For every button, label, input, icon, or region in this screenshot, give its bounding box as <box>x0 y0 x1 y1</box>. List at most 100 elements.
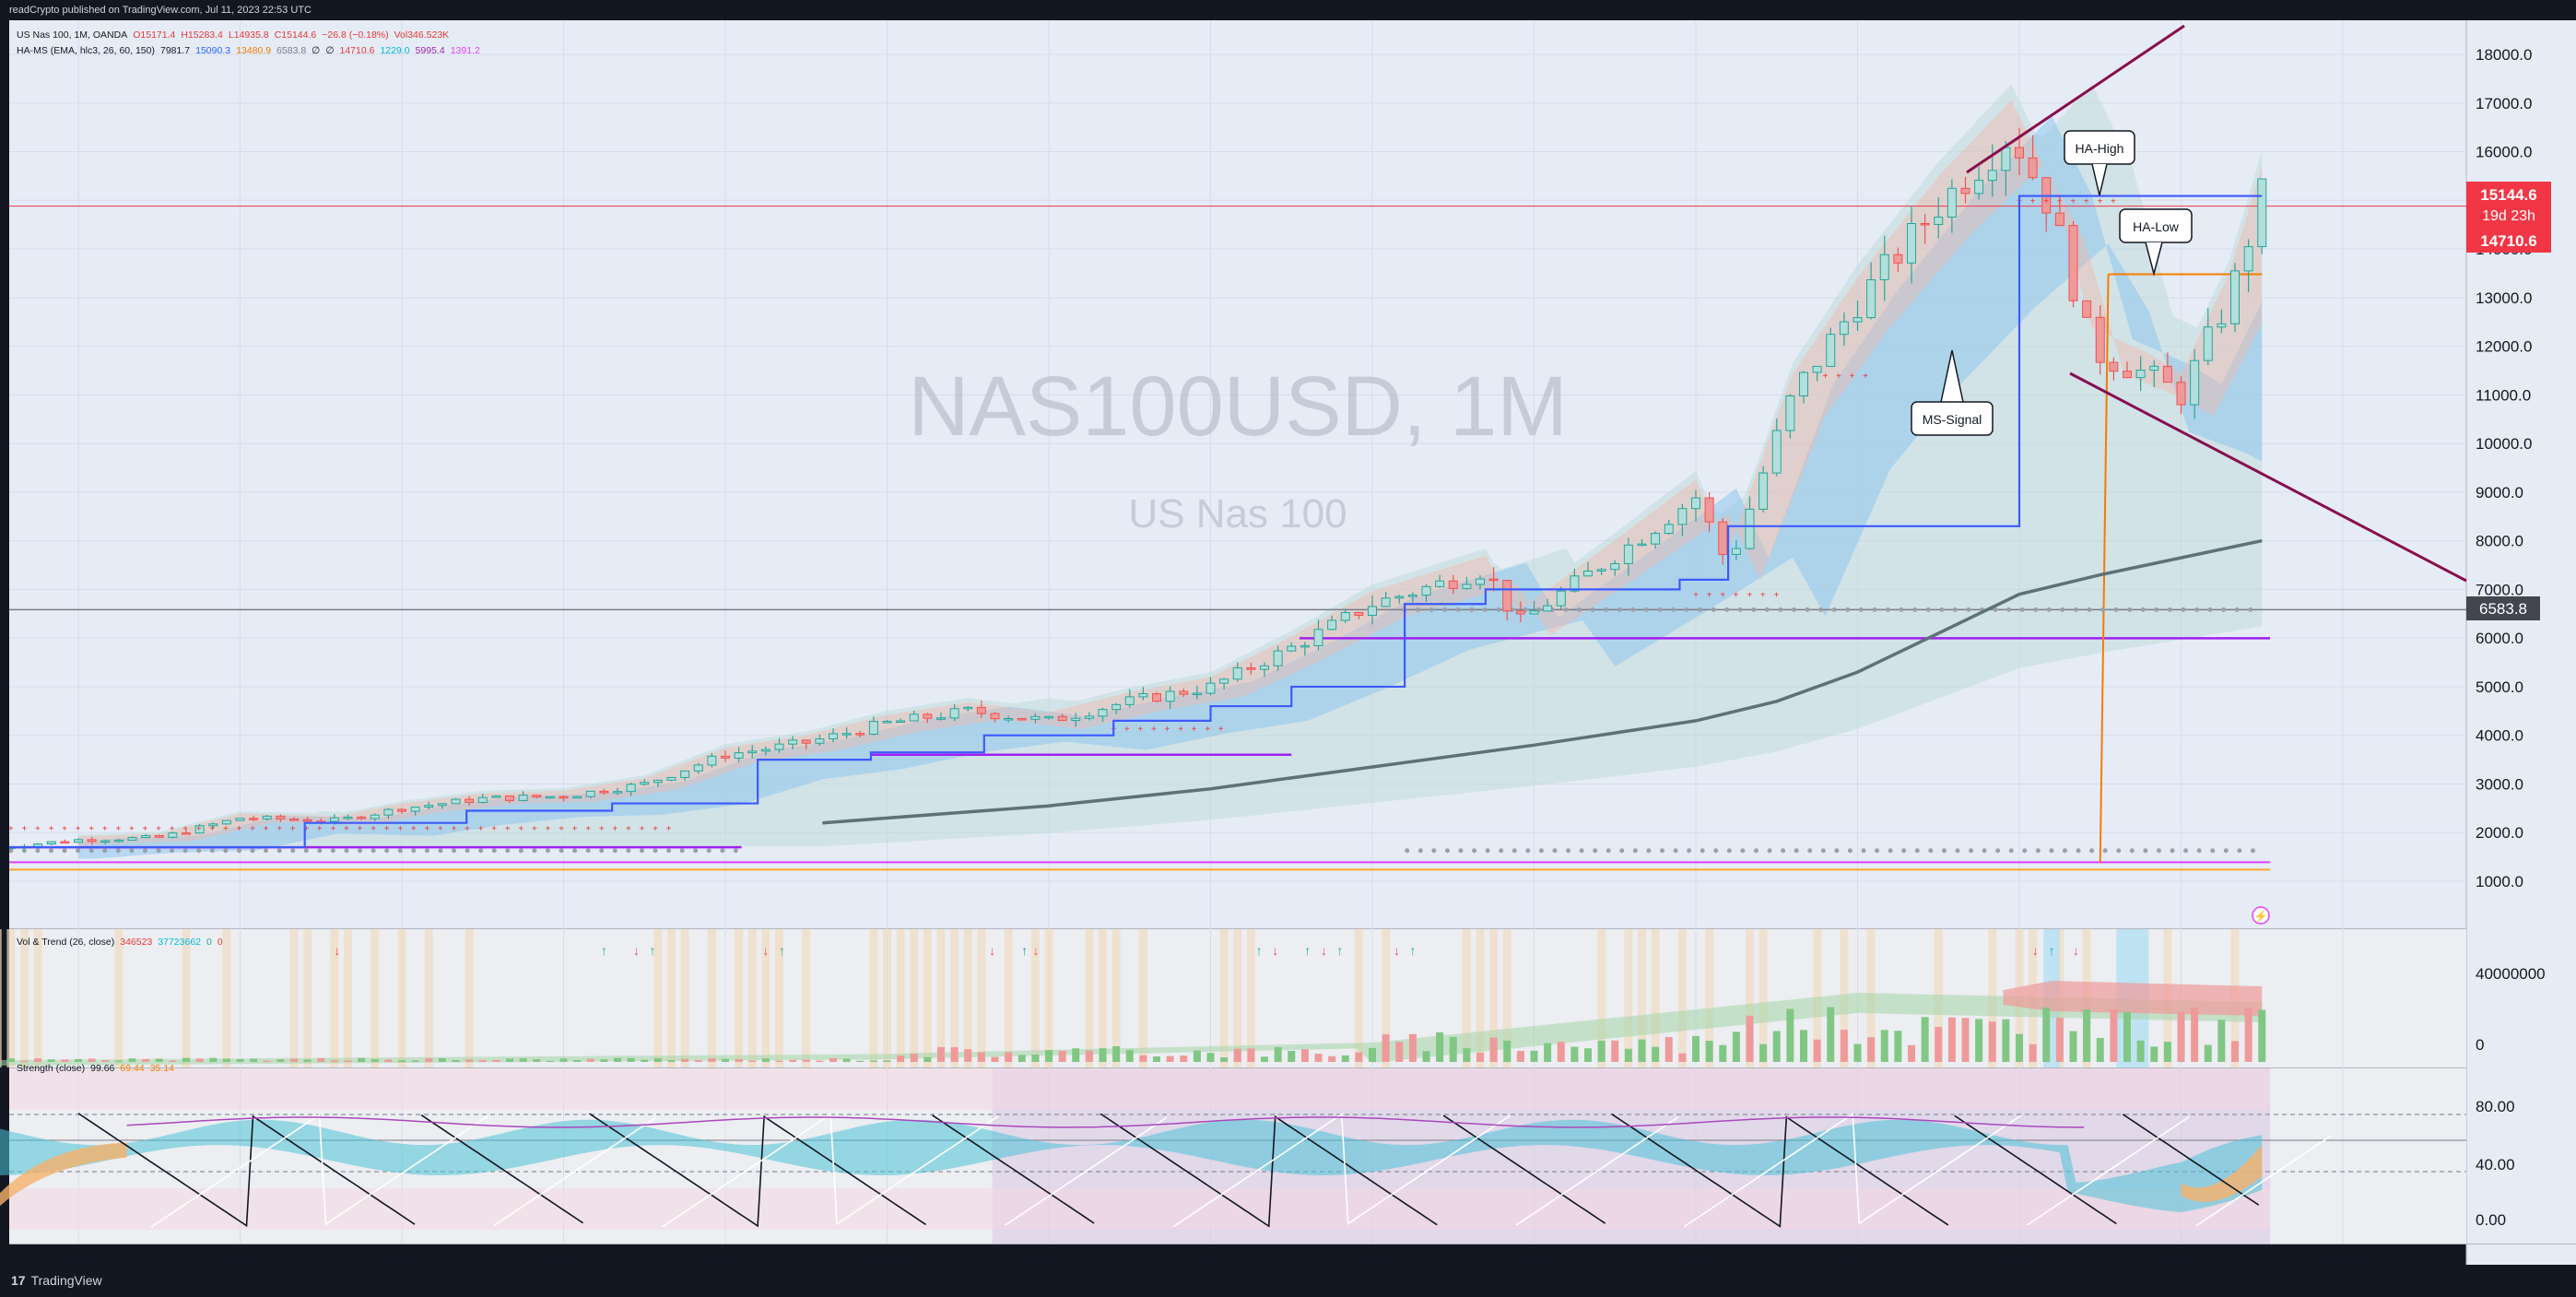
candle-body <box>2028 157 2038 179</box>
volume-bar <box>1516 1051 1524 1062</box>
alert-lightning-icon[interactable]: ⚡ <box>2252 906 2270 925</box>
candle-body <box>841 733 852 736</box>
legend-ind-v9: 1391.2 <box>450 45 480 56</box>
volume-bars: ↓ ↑ ↓ ↑ ↓ ↑ ↓ ↑ ↓ ↑ ↓ ↑ ↓ ↑ ↓ ↑ ↓ ↑ ↓ <box>0 929 2266 1067</box>
down-arrow-icon: ↓ <box>989 943 995 958</box>
ha-high-callout[interactable]: HA-High <box>2064 130 2135 196</box>
candle-body <box>963 706 973 710</box>
down-arrow-icon: ↓ <box>762 943 769 958</box>
red-plus-marker: + <box>344 824 349 834</box>
gray-dot <box>2019 607 2025 612</box>
candle-body <box>734 752 744 759</box>
volume-bar <box>47 1059 55 1062</box>
gray-dot <box>2234 607 2240 612</box>
gray-dot <box>545 848 550 854</box>
volume-bar <box>1867 1037 1876 1062</box>
time-axis[interactable]: 2010 2011 2012 2013 2014 2015 2016 2017 2018 2019… <box>61 1254 2360 1265</box>
ms-signal-label: MS-Signal <box>1923 412 1982 427</box>
red-plus-marker: + <box>76 824 81 834</box>
candle-body <box>1529 610 1539 615</box>
gray-dot <box>1993 607 1998 612</box>
candle-body <box>1893 254 1903 264</box>
gray-dot <box>1617 607 1622 612</box>
lower-trendline[interactable] <box>2069 371 2467 583</box>
gray-dot <box>317 848 323 854</box>
gray-dot <box>424 848 429 854</box>
candle-body <box>680 770 690 778</box>
time-tick-label: 2013 <box>547 1254 582 1265</box>
gray-dot <box>1914 848 1920 854</box>
gray-dot <box>559 848 564 854</box>
strength-cloud <box>0 1119 2263 1212</box>
red-plus-marker: + <box>505 824 511 834</box>
legend-open: O15171.4 <box>133 29 176 41</box>
chart-canvas[interactable]: NAS100USD, 1M US Nas 100 + + + + + + + + + + + + + + +… <box>0 20 2576 1265</box>
ms-signal-callout[interactable]: MS-Signal <box>1911 349 1994 436</box>
volume-bar <box>2042 1007 2051 1062</box>
volume-bar <box>600 1059 608 1062</box>
candle-body <box>801 739 811 744</box>
gray-dot <box>2046 607 2052 612</box>
candle-body <box>2190 360 2200 406</box>
candle-body <box>2082 300 2092 318</box>
down-arrow-icon: ↓ <box>1394 943 1400 958</box>
red-plus-marker: + <box>2057 196 2063 206</box>
candle-body <box>1623 544 1633 564</box>
red-plus-marker: + <box>182 824 188 834</box>
gray-dot <box>2073 607 2078 612</box>
ha-low-callout[interactable]: HA-Low <box>2119 208 2193 277</box>
legend-vol-v4: 0 <box>217 937 223 948</box>
volume-stripe <box>1677 929 1687 1067</box>
volume-bar <box>1652 1046 1660 1062</box>
gray-dot <box>250 848 255 854</box>
volume-bar <box>1705 1041 1713 1062</box>
volume-stripe <box>222 929 231 1067</box>
candle-body <box>343 816 353 819</box>
volume-bar <box>761 1058 770 1062</box>
candle-body <box>46 841 56 845</box>
candle-body <box>1610 562 1620 571</box>
gray-dot <box>9 848 14 854</box>
candle-body <box>2001 147 2011 171</box>
volume-stripe <box>977 929 986 1067</box>
gray-dot <box>1778 607 1783 612</box>
red-plus-marker: + <box>196 824 202 834</box>
legend-indicator-title: HA-MS (EMA, hlc3, 26, 60, 150) <box>17 45 155 56</box>
gray-dot <box>2221 607 2227 612</box>
volume-stripe <box>667 929 676 1067</box>
up-arrow-icon: ↑ <box>779 943 785 958</box>
volume-bar <box>977 1052 985 1062</box>
gray-dot <box>397 848 403 854</box>
candle-body <box>990 713 1000 720</box>
up-arrow-icon: ↑ <box>1304 943 1311 958</box>
volume-bar <box>2204 1044 2212 1062</box>
volume-bar <box>667 1060 676 1062</box>
red-plus-marker: + <box>2043 196 2049 206</box>
candle-body <box>1368 606 1377 617</box>
red-plus-marker: + <box>1707 591 1712 601</box>
gray-dot <box>505 848 511 854</box>
gray-dot <box>1941 848 1947 854</box>
volume-bar <box>1947 1017 1956 1062</box>
volume-bar <box>1408 1033 1417 1062</box>
gray-dot <box>2181 607 2186 612</box>
gray-dot <box>2076 848 2081 854</box>
gray-dot <box>2129 848 2135 854</box>
volume-stripe <box>1746 929 1754 1067</box>
ha-low-drop-line <box>2099 274 2110 863</box>
upper-trendline[interactable] <box>1966 24 2185 174</box>
gray-dot <box>653 848 658 854</box>
volume-stripe <box>747 929 757 1067</box>
gray-dot <box>358 848 363 854</box>
volume-bar <box>1908 1044 1915 1062</box>
volume-bar <box>2217 1020 2226 1062</box>
volume-bar <box>209 1057 218 1062</box>
gray-level-price-label: 6583.8 <box>2466 596 2540 620</box>
gray-dot <box>2127 607 2133 612</box>
volume-bar <box>1584 1048 1592 1062</box>
gray-dot <box>1995 848 2001 854</box>
volume-bar <box>775 1060 783 1062</box>
volume-stripe <box>344 929 352 1067</box>
red-plus-marker: + <box>170 824 175 834</box>
volume-bar <box>371 1059 379 1062</box>
